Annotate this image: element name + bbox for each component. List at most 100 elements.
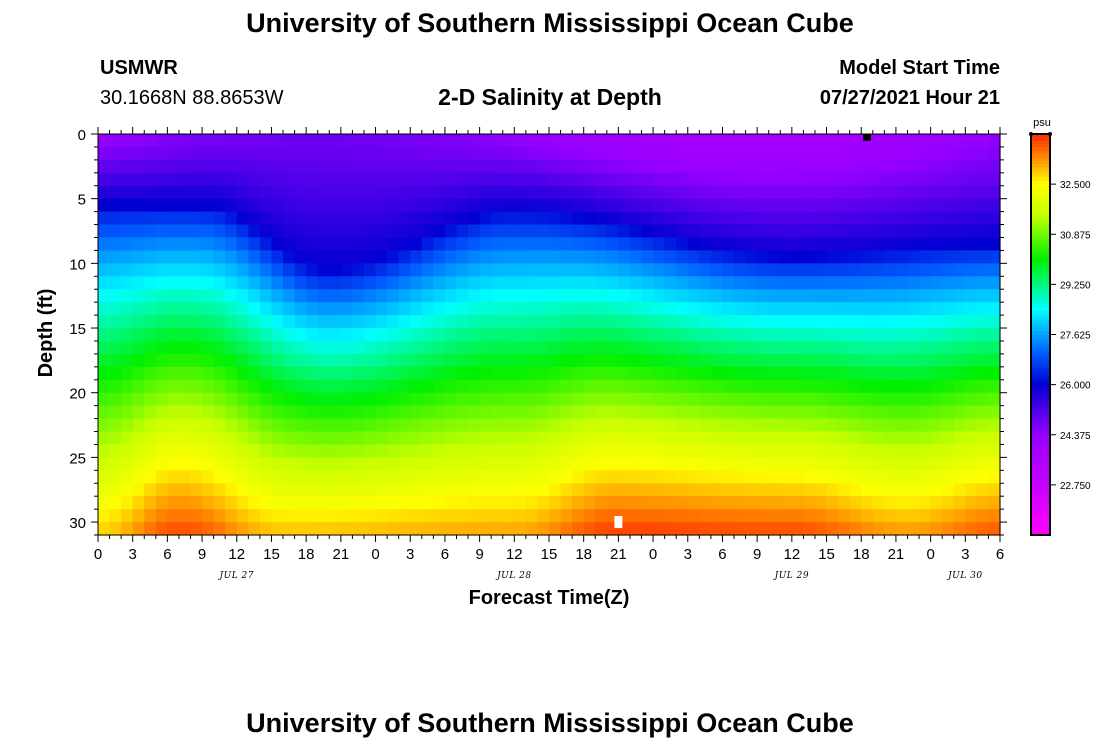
heatmap-cell	[710, 185, 724, 200]
heatmap-cell	[907, 366, 920, 381]
heatmap-cell	[317, 353, 330, 368]
heatmap-cell	[491, 392, 504, 407]
heatmap-cell	[965, 483, 978, 497]
heatmap-cell	[803, 276, 816, 290]
heatmap-cell	[838, 405, 851, 420]
heatmap-cell	[895, 289, 909, 303]
colorbar-segment	[1031, 478, 1050, 483]
heatmap-cell	[687, 159, 700, 174]
heatmap-cell	[861, 405, 874, 420]
heatmap-cell	[664, 134, 677, 148]
heatmap-cell	[791, 522, 805, 536]
heatmap-cell	[306, 444, 319, 458]
heatmap-cell	[109, 146, 122, 161]
heatmap-cell	[155, 522, 168, 536]
heatmap-cell	[664, 366, 677, 381]
heatmap-cell	[606, 496, 619, 510]
heatmap-cell	[699, 496, 712, 510]
heatmap-cell	[178, 146, 192, 161]
heatmap-cell	[549, 340, 562, 355]
heatmap-cell	[884, 457, 897, 471]
colorbar-segment	[1031, 438, 1050, 443]
heatmap-cell	[306, 405, 319, 420]
heatmap-cell	[745, 134, 758, 148]
heatmap-cell	[780, 185, 793, 200]
heatmap-cell	[502, 159, 515, 174]
heatmap-cell	[132, 289, 145, 303]
heatmap-cell	[930, 315, 943, 329]
heatmap-cell	[213, 237, 226, 252]
colorbar-segment	[1031, 207, 1050, 212]
heatmap-cell	[976, 276, 990, 290]
heatmap-cell	[803, 522, 816, 536]
heatmap-cell	[190, 211, 203, 226]
heatmap-cell	[352, 224, 365, 239]
heatmap-cell	[132, 185, 145, 200]
heatmap-cell	[791, 457, 805, 471]
heatmap-cell	[583, 211, 596, 226]
heatmap-cell	[722, 159, 735, 174]
heatmap-cell	[664, 198, 677, 213]
heatmap-cell	[329, 263, 342, 277]
heatmap-cell	[710, 198, 724, 213]
heatmap-cell	[248, 185, 261, 200]
heatmap-cell	[109, 444, 122, 458]
heatmap-cell	[271, 431, 284, 446]
heatmap-cell	[722, 340, 735, 355]
heatmap-cell	[745, 431, 758, 446]
heatmap-cell	[710, 522, 724, 536]
heatmap-cell	[895, 353, 909, 368]
heatmap-cell	[560, 470, 573, 484]
heatmap-cell	[259, 134, 273, 148]
heatmap-cell	[121, 483, 134, 497]
heatmap-cell	[514, 379, 527, 394]
heatmap-cell	[190, 263, 203, 277]
heatmap-cell	[202, 340, 215, 355]
heatmap-cell	[583, 198, 596, 213]
heatmap-cell	[664, 328, 677, 342]
heatmap-cell	[930, 522, 943, 536]
heatmap-cell	[861, 276, 874, 290]
heatmap-cell	[930, 405, 943, 420]
heatmap-cell	[549, 302, 562, 316]
heatmap-cell	[734, 496, 747, 510]
heatmap-cell	[803, 250, 816, 264]
heatmap-cell	[560, 366, 573, 381]
heatmap-cell	[942, 263, 955, 277]
heatmap-cell	[294, 379, 307, 394]
heatmap-cell	[838, 159, 851, 174]
heatmap-cell	[791, 146, 805, 161]
heatmap-cell	[861, 366, 874, 381]
heatmap-cell	[861, 392, 874, 407]
heatmap-cell	[144, 276, 157, 290]
heatmap-cell	[699, 444, 712, 458]
heatmap-cell	[930, 457, 943, 471]
heatmap-cell	[826, 470, 839, 484]
heatmap-cell	[907, 159, 920, 174]
heatmap-cell	[294, 509, 307, 523]
heatmap-cell	[653, 470, 666, 484]
heatmap-cell	[803, 328, 816, 342]
heatmap-cell	[525, 250, 539, 264]
heatmap-cell	[387, 185, 400, 200]
model-start-label: Model Start Time	[839, 57, 1000, 79]
heatmap-cell	[814, 509, 828, 523]
heatmap-cell	[942, 509, 955, 523]
heatmap-cell	[178, 366, 192, 381]
heatmap-cell	[248, 224, 261, 239]
heatmap-cell	[363, 237, 377, 252]
heatmap-cell	[919, 134, 932, 148]
heatmap-cell	[664, 276, 677, 290]
heatmap-cell	[965, 522, 978, 536]
heatmap-cell	[375, 328, 388, 342]
heatmap-cell	[375, 444, 388, 458]
heatmap-cell	[560, 353, 573, 368]
heatmap-cell	[583, 522, 596, 536]
heatmap-cell	[838, 366, 851, 381]
heatmap-cell	[352, 444, 365, 458]
heatmap-cell	[653, 353, 666, 368]
heatmap-cell	[155, 353, 168, 368]
heatmap-cell	[953, 483, 966, 497]
heatmap-cell	[965, 134, 978, 148]
x-tick-label: 12	[784, 546, 801, 563]
